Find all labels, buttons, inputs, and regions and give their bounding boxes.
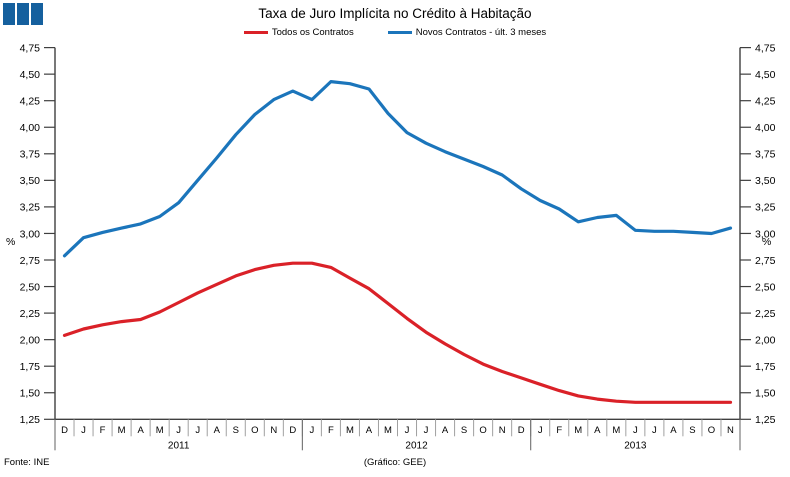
month-label: D [518,425,525,436]
y-tick-label-left: 3,25 [20,202,41,214]
month-label: F [100,425,106,436]
blue-line-swatch [387,30,412,35]
logo-square-icon [31,3,43,25]
legend-item-novos-contratos: Novos Contratos - últ. 3 meses [387,27,547,38]
y-tick-label-left: 2,75 [20,255,41,267]
month-label: O [479,425,486,436]
month-label: M [156,425,164,436]
month-label: J [81,425,86,436]
series-line-novos-contratos [62,79,733,258]
month-label: D [61,425,68,436]
y-tick-label-left: 3,75 [20,149,41,161]
y-tick-label-right: 4,25 [755,96,776,108]
month-label: A [214,425,221,436]
month-label: A [137,425,144,436]
y-tick-label-right: 3,25 [755,202,776,214]
month-label: N [270,425,277,436]
year-label: 2012 [405,440,428,451]
y-tick-label-right: 2,75 [755,255,776,267]
month-label: D [289,425,296,436]
source-note: Fonte: INE [4,457,50,468]
year-label: 2011 [168,440,190,451]
chart-title: Taxa de Juro Implícita no Crédito à Habi… [258,6,532,21]
y-tick-label-right: 1,50 [755,388,776,400]
month-label: J [652,425,657,436]
month-label: M [346,425,354,436]
month-label: J [195,425,200,436]
month-label: J [633,425,638,436]
y-tick-label-right: 3,00 [755,228,776,240]
series-line-todos-contratos [62,261,733,404]
month-label: M [384,425,392,436]
chart-legend: Todos os Contratos Novos Contratos - últ… [0,27,790,38]
y-tick-label-left: 4,75 [20,42,41,54]
y-axis-unit-right: % [762,236,772,248]
month-label: J [310,425,315,436]
y-tick-label-right: 2,50 [755,281,776,293]
y-tick-label-right: 1,75 [755,361,776,373]
logo-square-icon [3,3,15,25]
y-tick-label-left: 2,25 [20,308,41,320]
y-tick-label-left: 1,75 [20,361,41,373]
year-label: 2013 [624,440,647,451]
month-label: M [118,425,126,436]
legend-label-todos-contratos: Todos os Contratos [271,27,354,38]
month-label: J [176,425,181,436]
y-tick-label-left: 4,00 [20,122,41,134]
month-label: M [612,425,620,436]
y-tick-label-left: 2,50 [20,281,41,293]
y-tick-label-left: 3,00 [20,228,41,240]
y-tick-label-left: 4,25 [20,96,41,108]
month-label: J [424,425,429,436]
y-tick-label-right: 2,25 [755,308,776,320]
red-line-swatch [243,30,268,35]
y-axis-unit-left: % [6,236,16,248]
y-tick-label-right: 4,00 [755,122,776,134]
month-label: A [442,425,449,436]
month-label: F [328,425,334,436]
y-tick-label-left: 4,50 [20,69,41,81]
credit-note: (Gráfico: GEE) [363,457,427,468]
y-tick-label-right: 4,50 [755,69,776,81]
month-label: S [461,425,467,436]
y-tick-label-right: 4,75 [755,42,776,54]
legend-item-todos-contratos: Todos os Contratos [243,27,354,38]
legend-label-novos-contratos: Novos Contratos - últ. 3 meses [415,27,547,38]
y-tick-label-right: 3,75 [755,149,776,161]
month-label: N [499,425,506,436]
logo-squares [3,3,43,25]
month-label: S [233,425,239,436]
month-label: A [594,425,601,436]
logo-square-icon [17,3,29,25]
month-label: S [689,425,695,436]
month-label: N [727,425,734,436]
month-label: O [708,425,715,436]
y-tick-label-left: 3,50 [20,175,41,187]
month-label: F [556,425,562,436]
y-tick-label-right: 1,25 [755,414,776,426]
month-label: J [538,425,543,436]
month-label: J [405,425,410,436]
y-tick-label-right: 2,00 [755,334,776,346]
month-label: O [251,425,258,436]
y-tick-label-left: 1,50 [20,388,41,400]
month-label: A [670,425,677,436]
y-tick-label-right: 3,50 [755,175,776,187]
month-label: A [366,425,373,436]
y-tick-label-left: 1,25 [20,414,41,426]
y-tick-label-left: 2,00 [20,334,41,346]
month-label: M [574,425,582,436]
